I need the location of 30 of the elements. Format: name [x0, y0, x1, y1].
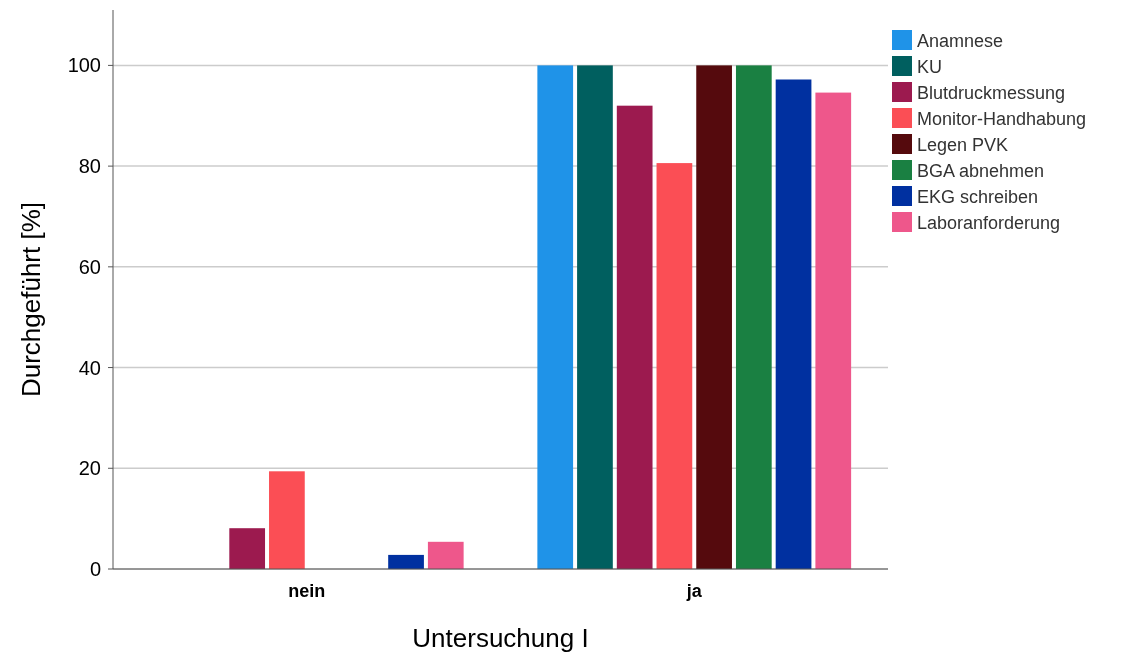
- x-tick-label: ja: [685, 581, 703, 601]
- legend-label: Monitor-Handhabung: [917, 109, 1087, 130]
- y-tick-label: 80: [78, 155, 101, 178]
- bar: [696, 65, 732, 569]
- y-axis-title: Durchgeführt [%]: [16, 201, 46, 398]
- y-tick-label: 20: [78, 457, 101, 480]
- bar: [577, 65, 613, 569]
- y-tick-label: 100: [67, 54, 101, 77]
- bar: [735, 65, 772, 569]
- x-axis-title: Untersuchung I: [412, 623, 589, 653]
- legend-label: Anamnese: [917, 31, 1004, 52]
- legend-label: BGA abnehmen: [917, 161, 1045, 182]
- legend-label: Laboranforderung: [917, 213, 1061, 234]
- bar: [537, 65, 574, 569]
- y-tick-label: 40: [78, 356, 101, 379]
- bar: [616, 105, 653, 569]
- bar: [269, 471, 305, 569]
- y-tick-label: 60: [78, 255, 101, 278]
- legend-label: Blutdruckmessung: [917, 83, 1066, 104]
- bar: [388, 554, 424, 569]
- bar: [427, 541, 464, 569]
- bar: [775, 79, 812, 569]
- bar: [229, 528, 266, 569]
- x-tick-label: nein: [288, 581, 326, 601]
- bar: [815, 92, 852, 569]
- y-tick-label: 0: [89, 558, 101, 580]
- legend-label: EKG schreiben: [917, 187, 1039, 208]
- bar: [656, 163, 693, 569]
- legend-label: KU: [917, 57, 943, 78]
- legend-label: Legen PVK: [917, 135, 1009, 156]
